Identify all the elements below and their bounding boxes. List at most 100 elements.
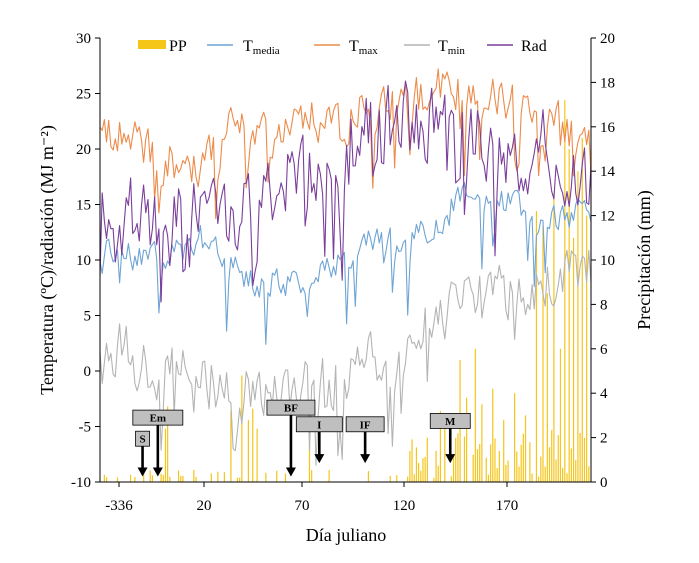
precip-bar — [557, 435, 559, 482]
precip-bar — [167, 406, 169, 482]
precip-bar — [559, 348, 562, 482]
precip-bar — [418, 463, 420, 482]
precip-bar — [437, 465, 439, 482]
precip-bar — [223, 472, 225, 482]
precip-bar — [457, 433, 459, 482]
precip-bar — [143, 473, 145, 482]
precip-bar — [466, 397, 468, 482]
stage-arrow-head — [137, 467, 148, 477]
legend-label-main: T — [243, 38, 253, 55]
legend-label-sub: min — [448, 45, 466, 57]
precip-bar — [134, 477, 136, 482]
precip-bar — [575, 460, 577, 482]
precip-bar — [162, 475, 164, 482]
stage-arrow-head — [445, 454, 456, 464]
precip-bar — [311, 470, 313, 482]
precip-bar — [518, 466, 520, 482]
phenology-stage-markers: S Em BF I IF M — [132, 399, 471, 477]
y-tick-label: 25 — [76, 87, 91, 103]
precip-bar — [426, 437, 428, 482]
precip-bar — [455, 438, 457, 482]
tmin-line — [99, 249, 592, 466]
precip-bar — [230, 410, 232, 482]
y2-tick-label: 14 — [600, 164, 616, 180]
precip-bar — [195, 476, 197, 482]
precip-bar — [487, 474, 490, 482]
stage-arrow-head — [314, 454, 325, 464]
precip-bar — [568, 149, 570, 482]
legend-swatch — [138, 40, 166, 49]
precip-bar — [522, 433, 524, 482]
legend-label-main: T — [438, 38, 448, 55]
precip-bar — [531, 473, 533, 482]
precip-bar — [538, 476, 540, 482]
legend-item-tmax: Tmax — [314, 38, 378, 57]
precip-bar — [514, 393, 516, 482]
precip-bar — [439, 410, 442, 482]
precip-bar — [424, 456, 426, 482]
precip-bar — [182, 475, 184, 482]
precip-bar — [472, 454, 474, 482]
stage-arrow-head — [152, 467, 163, 477]
precip-bar — [409, 450, 411, 482]
legend-label-sub: max — [359, 45, 378, 57]
precip-bar — [435, 450, 437, 482]
precip-bar — [265, 472, 267, 482]
stage-marker: BF — [266, 399, 316, 477]
y-tick-label: 30 — [76, 31, 91, 47]
stage-marker: Em — [132, 409, 184, 477]
stage-marker: IF — [345, 416, 385, 464]
precip-bar — [450, 476, 452, 482]
precip-bar — [546, 293, 548, 482]
precip-bar — [284, 473, 287, 482]
precip-bar — [444, 424, 446, 482]
tmax-line — [99, 68, 592, 220]
precip-bar — [542, 226, 544, 482]
precip-bar — [583, 437, 586, 482]
legend-label: Tmedia — [243, 38, 280, 57]
precip-bar — [555, 459, 557, 482]
x-tick-label: -336 — [105, 498, 133, 514]
legend-label: Rad — [521, 38, 547, 55]
x-axis-title: Día juliano — [306, 525, 386, 545]
y-tick-label: 0 — [84, 364, 92, 380]
precip-bar — [217, 471, 219, 482]
stage-label: IF — [360, 419, 371, 431]
legend: PP Tmedia Tmax Tmin Rad — [138, 38, 547, 57]
precip-bar — [564, 100, 566, 482]
legend-label: Tmin — [438, 38, 465, 57]
y2-tick-label: 16 — [600, 120, 616, 136]
y2-tick-label: 2 — [600, 431, 608, 447]
precip-bar — [490, 444, 492, 482]
precip-bar — [415, 447, 418, 482]
precip-bar — [149, 470, 151, 482]
precip-bar — [516, 451, 518, 482]
precip-bar — [588, 466, 590, 482]
precip-bar — [548, 447, 551, 482]
precip-bar — [433, 477, 435, 482]
precip-bar — [116, 477, 119, 482]
precip-bar — [577, 171, 579, 482]
precip-bar — [276, 470, 278, 482]
precip-bar — [328, 469, 330, 482]
precip-bar — [581, 137, 583, 482]
precip-bar — [160, 473, 162, 482]
y-axis-title: Temperatura (ºC)/radiación (MJ m⁻²) — [37, 125, 58, 395]
precip-bar — [476, 449, 479, 482]
precip-bar — [105, 477, 108, 482]
stage-marker: S — [135, 430, 150, 477]
y2-tick-label: 10 — [600, 253, 615, 269]
y2-tick-label: 6 — [600, 342, 608, 358]
precip-bar — [579, 432, 581, 482]
y-tick-label: -10 — [71, 475, 91, 491]
y-tick-label: 5 — [84, 309, 92, 325]
precipitation-bars — [103, 100, 590, 482]
precip-bar — [570, 448, 572, 482]
legend-item-tmin: Tmin — [404, 38, 465, 57]
precip-bar — [562, 467, 564, 482]
y-tick-label: -5 — [79, 420, 92, 436]
y2-tick-label: 20 — [600, 31, 615, 47]
x-tick-label: 170 — [496, 498, 519, 514]
precip-bar — [520, 444, 522, 482]
